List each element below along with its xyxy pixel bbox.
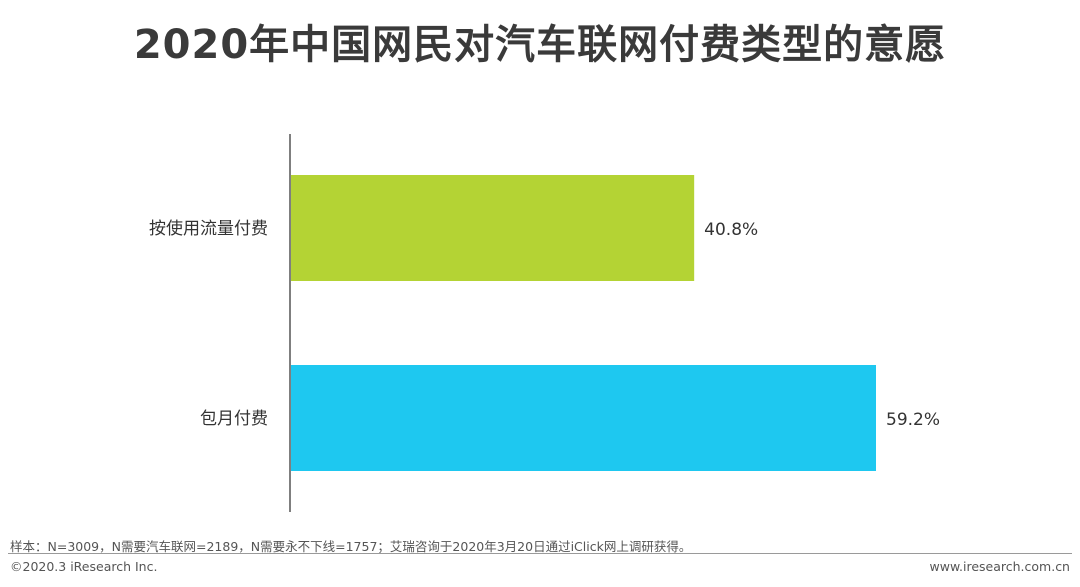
chart-title: 2020年中国网民对汽车联网付费类型的意愿 (133, 22, 947, 68)
value-label-1: 40.8% (704, 220, 758, 240)
category-label-2: 包月付费 (200, 409, 268, 429)
copyright-text: ©2020.3 iResearch Inc. (10, 559, 158, 574)
category-label-1: 按使用流量付费 (149, 218, 268, 239)
value-label-2: 59.2% (886, 410, 940, 430)
footer-divider (8, 553, 1072, 554)
website-link[interactable]: www.iresearch.com.cn (929, 559, 1071, 574)
bar-2 (291, 365, 876, 471)
bar-1 (291, 175, 695, 281)
sample-footnote: 样本：N=3009，N需要汽车联网=2189，N需要永不下线=1757；艾瑞咨询… (10, 539, 692, 554)
